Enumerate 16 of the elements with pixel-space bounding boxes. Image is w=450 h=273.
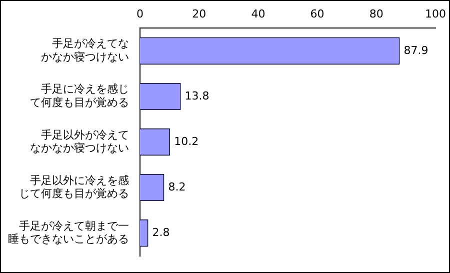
x-tick-label: 40 xyxy=(251,7,266,20)
x-tick-label: 0 xyxy=(136,7,144,20)
x-tick-label: 80 xyxy=(369,7,384,20)
data-label: 8.2 xyxy=(168,180,186,194)
data-label: 87.9 xyxy=(404,44,428,57)
x-tick-label: 60 xyxy=(310,7,324,20)
data-label: 10.2 xyxy=(174,134,199,148)
x-tick-label: 20 xyxy=(192,7,206,20)
y-tick-label: 手足が冷えてなかなか寝つけない xyxy=(41,37,129,64)
data-label: 13.8 xyxy=(184,89,210,102)
y-tick-label: 手足以外が冷えてなかなか寝つけない xyxy=(30,128,129,154)
y-tick-label: 手足に冷えを感じて何度も目が覚める xyxy=(30,82,129,109)
x-tick-label: 100 xyxy=(425,7,446,20)
y-tick-label: 手足が冷えて朝まで一睡もできないことがある xyxy=(8,219,129,246)
data-label: 2.8 xyxy=(152,226,170,239)
y-tick-label: 手足以外に冷えを感じて何度も目が覚める xyxy=(19,174,129,200)
